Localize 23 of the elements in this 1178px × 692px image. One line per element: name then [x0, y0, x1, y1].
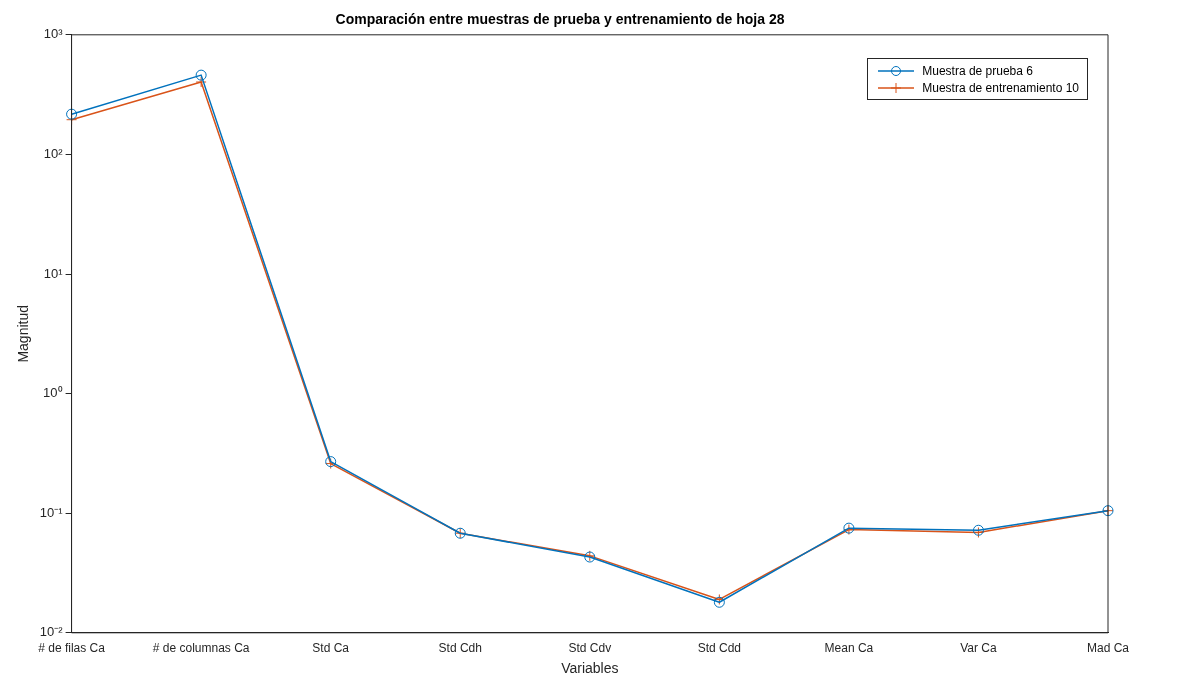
x-tick-label: # de columnas Ca — [152, 641, 250, 656]
legend-label: Muestra de entrenamiento 10 — [922, 80, 1079, 95]
x-tick-label: # de filas Ca — [38, 641, 106, 656]
y-tick-label: 10⁻¹ — [39, 504, 64, 520]
y-tick-label: 10² — [43, 145, 64, 161]
point — [195, 76, 207, 88]
x-tick-label: Std Cdv — [568, 641, 612, 656]
y-tick-label: 10¹ — [43, 265, 64, 281]
x-tick-label: Mean Ca — [824, 641, 874, 656]
point — [195, 69, 207, 81]
chart-title: Comparación entre muestras de prueba y entrenamiento de hoja 28 — [335, 11, 785, 28]
x-tick-label: Std Ca — [312, 641, 350, 656]
legend-label: Muestra de prueba 6 — [922, 63, 1033, 78]
point — [66, 108, 78, 120]
x-tick-label: Mad Ca — [1086, 641, 1130, 656]
x-tick-label: Std Cdh — [438, 641, 482, 656]
x-tick-label: Std Cdd — [697, 641, 742, 656]
y-axis-title: Magnitud — [15, 305, 32, 363]
y-tick-label: 10⁰ — [43, 385, 63, 401]
x-tick-label: Var Ca — [960, 641, 997, 656]
y-tick-label: 10⁻² — [39, 624, 64, 640]
x-axis-title: Variables — [561, 660, 619, 677]
y-tick-label: 10³ — [43, 26, 64, 42]
